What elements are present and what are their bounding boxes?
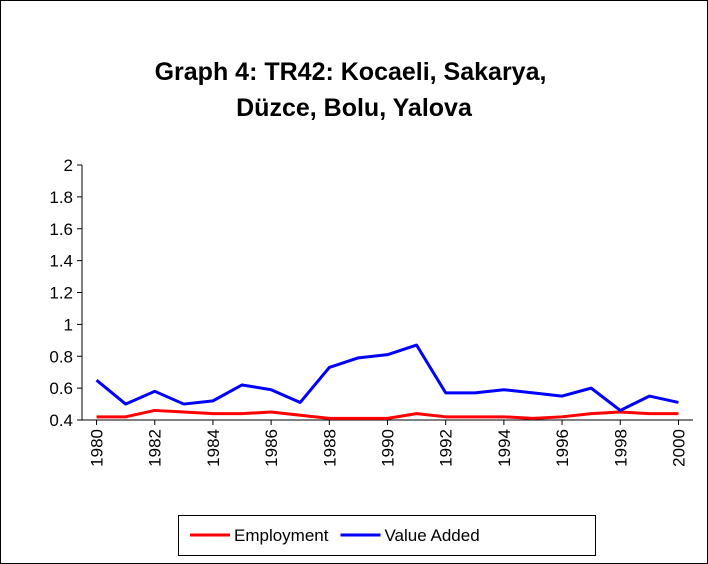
x-tick-label: 1994 [495, 429, 514, 467]
title-line: Graph 4: TR42: Kocaeli, Sakarya, [155, 58, 547, 86]
x-tick-label: 1992 [437, 429, 456, 467]
x-tick-label: 1984 [204, 429, 223, 467]
chart-title: Graph 4: TR42: Kocaeli, Sakarya, Düzce, … [155, 58, 554, 122]
x-tick-label: 1990 [379, 429, 398, 467]
legend-box [178, 515, 596, 556]
y-tick-label: 0.8 [49, 347, 73, 366]
x-tick-label: 1980 [88, 429, 107, 467]
title-line: Düzce, Bolu, Yalova [236, 94, 473, 122]
x-tick-label: 2000 [669, 429, 688, 467]
y-tick-label: 1.8 [49, 188, 73, 207]
x-tick-label: 1986 [262, 429, 281, 467]
y-tick-label: 1.6 [49, 220, 73, 239]
y-tick-label: 1.2 [49, 284, 73, 303]
x-tick-label: 1982 [146, 429, 165, 467]
y-tick-label: 2 [64, 156, 73, 175]
y-tick-label: 0.4 [49, 411, 73, 430]
y-tick-label: 1 [64, 315, 73, 334]
y-tick-label: 1.4 [49, 252, 73, 271]
x-tick-label: 1998 [611, 429, 630, 467]
y-tick-label: 0.6 [49, 379, 73, 398]
legend-label: Employment [234, 526, 329, 545]
line-series [96, 408, 679, 420]
x-tick-label: 1996 [553, 429, 572, 467]
legend-label: Value Added [384, 526, 479, 545]
x-tick-label: 1988 [320, 429, 339, 467]
line-series [95, 343, 679, 412]
